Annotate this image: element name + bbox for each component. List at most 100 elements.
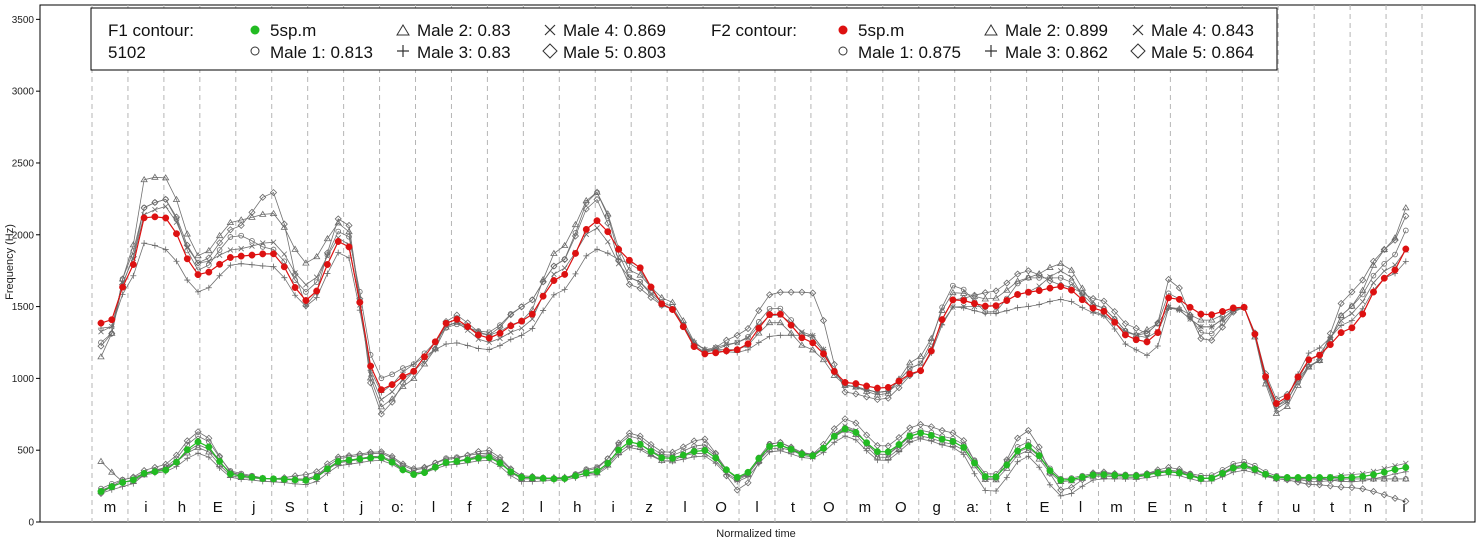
- data-point: [1380, 274, 1388, 282]
- data-point: [237, 252, 245, 260]
- data-point: [604, 219, 612, 227]
- data-point: [787, 321, 795, 329]
- data-point: [1132, 336, 1140, 344]
- phone-label: z: [645, 499, 653, 516]
- legend-f2-male2: Male 2: 0.899: [1005, 21, 1108, 40]
- phone-label: E: [1040, 499, 1050, 516]
- data-point: [626, 274, 633, 281]
- data-point: [625, 266, 634, 273]
- phone-label: S: [285, 499, 295, 516]
- data-point: [745, 334, 751, 340]
- data-point: [1111, 471, 1119, 479]
- data-point: [1294, 381, 1302, 388]
- data-point: [464, 323, 472, 331]
- data-point: [1165, 294, 1173, 302]
- data-point: [464, 342, 471, 349]
- data-point: [270, 475, 277, 483]
- data-point: [1024, 267, 1032, 275]
- data-point: [399, 466, 407, 474]
- data-point: [895, 433, 903, 442]
- data-point: [701, 435, 709, 443]
- data-point: [464, 456, 472, 464]
- data-point: [916, 420, 925, 428]
- data-point: [723, 341, 730, 348]
- data-point: [1358, 286, 1367, 293]
- y-tick-label: 2000: [12, 230, 35, 241]
- legend-f2-male4: Male 4: 0.843: [1151, 21, 1254, 40]
- data-point: [615, 439, 623, 447]
- data-point: [1326, 341, 1334, 349]
- data-point: [1391, 236, 1399, 244]
- y-tick-label: 1500: [12, 302, 35, 313]
- data-point: [884, 448, 892, 456]
- data-point: [410, 374, 418, 381]
- data-point: [1132, 472, 1140, 480]
- data-point: [496, 329, 504, 337]
- data-point: [1003, 279, 1011, 287]
- data-point: [852, 380, 860, 388]
- data-point: [334, 458, 342, 465]
- data-point: [474, 454, 482, 462]
- data-point: [722, 336, 731, 344]
- data-point: [928, 438, 935, 445]
- data-point: [281, 251, 288, 257]
- data-point: [183, 230, 191, 237]
- legend-f1-male3: Male 3: 0.83: [417, 43, 511, 62]
- data-point: [1315, 481, 1324, 489]
- data-point: [1380, 468, 1388, 476]
- data-point: [1046, 467, 1054, 475]
- data-point: [917, 435, 924, 442]
- data-point: [529, 297, 536, 303]
- data-point: [593, 188, 601, 195]
- data-point: [582, 225, 590, 233]
- data-point: [722, 472, 731, 480]
- legend-marker-f1-male1: [250, 46, 260, 56]
- data-point: [356, 455, 364, 463]
- data-point: [399, 373, 407, 380]
- data-point: [1186, 472, 1194, 480]
- data-point: [184, 244, 191, 251]
- data-point: [755, 339, 762, 346]
- data-point: [885, 457, 892, 464]
- data-point: [194, 251, 202, 259]
- data-point: [744, 340, 752, 348]
- data-point: [356, 307, 363, 314]
- data-point: [917, 360, 924, 367]
- data-point: [1121, 320, 1130, 328]
- data-point: [1035, 287, 1043, 295]
- data-point: [1305, 362, 1313, 370]
- data-point: [1024, 426, 1032, 435]
- data-point: [647, 440, 655, 449]
- data-point: [852, 390, 860, 398]
- data-point: [98, 339, 104, 346]
- data-point: [194, 428, 202, 436]
- data-point: [173, 230, 180, 238]
- legend-f2-male3: Male 3: 0.862: [1005, 43, 1108, 62]
- data-point: [389, 389, 395, 395]
- data-point: [960, 443, 968, 451]
- legend-f2-title: F2 contour:: [711, 21, 797, 40]
- data-point: [1294, 474, 1302, 481]
- data-point: [108, 316, 116, 324]
- data-point: [140, 214, 148, 222]
- legend-f1-male2: Male 2: 0.83: [417, 21, 511, 40]
- data-point: [561, 270, 569, 278]
- legend-f1-id: 5102: [108, 43, 146, 62]
- data-point: [1326, 474, 1334, 481]
- legend-marker-f2-male1: [838, 46, 848, 56]
- phone-label: g: [933, 499, 941, 516]
- data-point: [249, 243, 255, 249]
- data-point: [377, 386, 385, 394]
- legend-marker-f2-male2: [984, 24, 998, 36]
- data-point: [561, 286, 568, 293]
- y-tick-label: 0: [28, 518, 34, 529]
- data-point: [626, 274, 633, 281]
- data-point: [992, 287, 1000, 295]
- data-point: [323, 234, 332, 242]
- data-point: [420, 360, 429, 367]
- data-point: [1370, 288, 1377, 296]
- legend-marker-f2-male5: [1130, 43, 1146, 59]
- data-point: [1057, 275, 1064, 281]
- data-point: [604, 459, 612, 467]
